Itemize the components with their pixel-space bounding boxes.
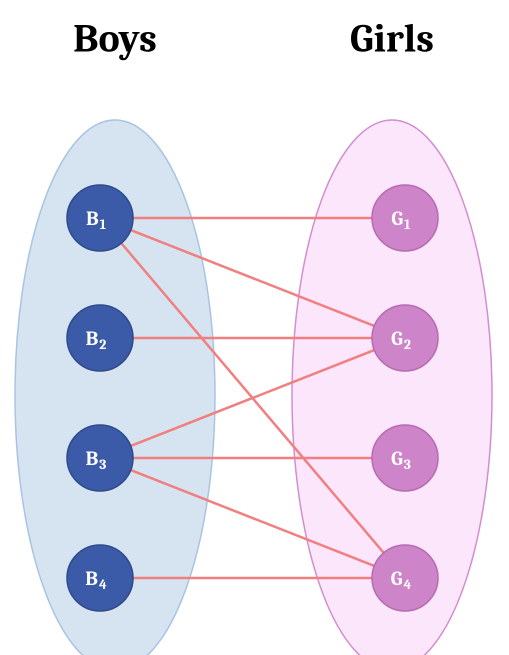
left-group-title: Boys xyxy=(73,16,157,62)
right-group-title: Girls xyxy=(350,16,434,62)
bipartite-diagram: B1B2B3B4G1G2G3G4BoysGirls xyxy=(0,0,509,655)
